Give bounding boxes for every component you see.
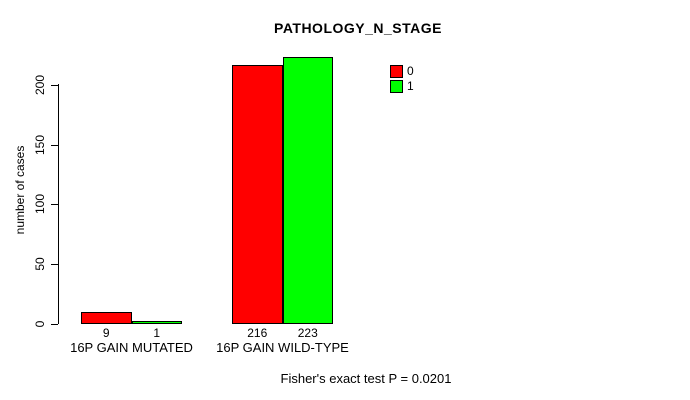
bar-value-label: 9	[102, 326, 110, 340]
legend-swatch-1	[390, 80, 403, 93]
y-tick-label: 50	[33, 257, 47, 271]
y-tick-mark	[51, 144, 58, 146]
legend-label: 0	[407, 64, 414, 78]
y-tick-mark	[51, 323, 58, 325]
bar-16p-gain-mutated-series-1	[131, 321, 182, 324]
bar-value-label: 223	[297, 326, 318, 340]
category-label: 16P GAIN WILD-TYPE	[216, 340, 349, 355]
bar-value-label: 216	[247, 326, 268, 340]
y-tick-label: 200	[33, 74, 47, 96]
annotation-text: Fisher's exact test P = 0.0201	[280, 371, 452, 386]
legend-label: 1	[407, 79, 414, 93]
y-tick-label: 100	[33, 194, 47, 215]
y-axis-label: number of cases	[13, 145, 27, 235]
chart-title: PATHOLOGY_N_STAGE	[274, 20, 442, 36]
y-axis-line	[58, 84, 59, 324]
bar-16p-gain-wild-type-series-0	[232, 65, 283, 324]
y-tick-mark	[51, 204, 58, 206]
y-tick-label: 150	[33, 134, 47, 155]
bar-value-label: 1	[153, 326, 161, 340]
y-tick-label: 0	[33, 320, 47, 327]
y-tick-mark	[51, 263, 58, 265]
legend-swatch-0	[390, 65, 403, 78]
category-label: 16P GAIN MUTATED	[70, 340, 193, 355]
y-tick-mark	[51, 85, 58, 86]
bar-16p-gain-mutated-series-0	[81, 312, 132, 324]
bar-16p-gain-wild-type-series-1	[282, 57, 333, 324]
